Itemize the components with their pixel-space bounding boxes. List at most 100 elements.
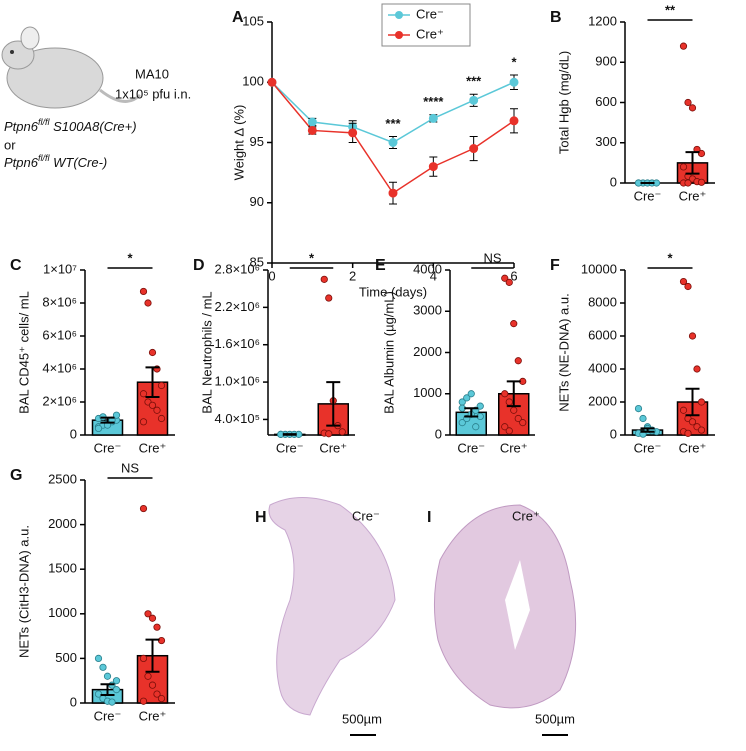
x-tick-label: Cre⁻: [94, 440, 122, 455]
data-point: [458, 419, 466, 427]
gene: Ptpn6: [4, 155, 39, 170]
data-point: [467, 390, 475, 398]
data-point: [99, 663, 107, 671]
data-point: [157, 414, 166, 423]
error-bar: [145, 366, 160, 399]
data-point: [469, 144, 479, 154]
data-point: [505, 398, 513, 406]
data-point: [325, 430, 333, 438]
virus-label: MA10: [135, 66, 169, 81]
y-tick-label: 2000: [588, 393, 617, 408]
y-tick-label: 3000: [413, 303, 442, 318]
y-axis-label: BAL Albumin (µg/mL): [381, 291, 396, 414]
y-tick-label: 100: [242, 74, 264, 89]
data-point: [684, 429, 692, 437]
data-point: [157, 694, 166, 703]
panel-letter: D: [193, 257, 205, 274]
data-point: [94, 654, 103, 663]
y-tick-label: 2.8×10⁶: [215, 261, 260, 276]
gene: Ptpn6: [4, 119, 39, 134]
data-point: [510, 406, 518, 414]
y-tick-label: 600: [595, 94, 617, 109]
data-point: [697, 426, 706, 434]
data-point: [476, 402, 484, 410]
data-point: [509, 77, 519, 87]
error-bar: [640, 427, 655, 433]
data-point: [103, 672, 112, 680]
y-tick-label: 900: [595, 54, 617, 69]
significance-label: **: [665, 2, 676, 17]
error-bar: [464, 407, 479, 418]
x-tick-label: 0: [268, 268, 275, 283]
data-point: [148, 614, 157, 622]
data-point: [472, 423, 480, 431]
data-point: [679, 163, 688, 171]
y-tick-label: 8×10⁶: [42, 294, 77, 309]
data-point: [684, 282, 692, 291]
error-bar: [506, 380, 521, 408]
data-point: [501, 274, 509, 282]
data-point: [697, 178, 706, 186]
error-bar: [100, 683, 115, 696]
y-axis-label: BAL Neutrophils / mL: [199, 291, 214, 413]
data-point: [684, 179, 692, 187]
y-tick-label: 2.2×10⁶: [215, 299, 260, 314]
data-point: [307, 125, 317, 135]
scale-label: 500µm: [342, 711, 382, 726]
panel-letter: G: [10, 467, 22, 484]
data-point: [153, 406, 161, 414]
y-tick-label: 1000: [413, 385, 442, 400]
data-point: [501, 390, 509, 398]
genotype-2: Ptpn6fl/fl WT(Cre-): [4, 153, 107, 170]
error-bar: [685, 151, 700, 175]
data-point: [505, 427, 513, 435]
x-tick-label: Cre⁺: [139, 708, 167, 723]
data-point: [153, 690, 161, 698]
data-point: [153, 623, 161, 631]
x-tick-label: 6: [510, 268, 517, 283]
data-point: [505, 278, 513, 286]
data-point: [388, 138, 398, 147]
data-point: [338, 428, 346, 436]
data-point: [693, 365, 701, 373]
y-tick-label: 1.6×10⁶: [215, 336, 260, 351]
y-tick-label: 500: [55, 650, 77, 665]
data-point: [514, 357, 522, 365]
significance-label: ****: [423, 94, 444, 109]
y-tick-label: 105: [242, 13, 264, 28]
y-tick-label: 300: [595, 134, 617, 149]
data-point: [148, 681, 157, 689]
y-tick-label: 8000: [588, 294, 617, 309]
significance-label: *: [127, 250, 133, 265]
data-point: [510, 320, 518, 328]
data-point: [139, 390, 148, 398]
x-tick-label: Cre⁻: [634, 188, 662, 203]
y-axis-label: NETs (NE-DNA) a.u.: [556, 293, 571, 411]
significance-label: ***: [385, 116, 401, 131]
dose-label: 1x10⁵ pfu i.n.: [115, 86, 191, 101]
data-point: [469, 95, 479, 105]
data-point: [688, 418, 697, 426]
y-tick-label: 85: [250, 254, 264, 269]
significance-label: *: [309, 250, 315, 265]
significance-label: NS: [483, 250, 501, 265]
error-bar: [145, 638, 160, 673]
x-tick-label: 2: [349, 268, 356, 283]
image-label: Cre⁺: [512, 508, 540, 523]
lung-section: [433, 504, 577, 709]
y-axis-label: BAL CD45⁺ cells/ mL: [16, 291, 31, 414]
x-tick-label: Cre⁺: [679, 188, 707, 203]
y-tick-label: 4000: [413, 261, 442, 276]
data-point: [697, 398, 706, 406]
y-tick-label: 1×10⁷: [43, 261, 77, 276]
y-tick-label: 95: [250, 134, 264, 149]
x-tick-label: Cre⁻: [94, 708, 122, 723]
x-tick-label: Cre⁺: [679, 440, 707, 455]
error-bar: [282, 433, 297, 436]
genotype-rest: S100A8(Cre+): [50, 119, 137, 134]
legend-label: Cre⁺: [416, 26, 444, 41]
data-point: [307, 117, 317, 127]
legend-box: [381, 3, 471, 47]
data-point: [112, 411, 121, 419]
